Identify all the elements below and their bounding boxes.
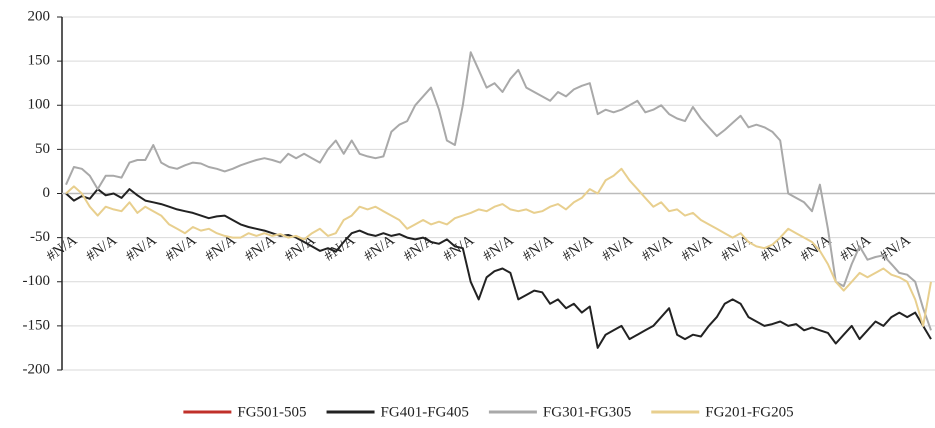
legend-item: FG501-505: [183, 404, 307, 420]
series-line: [65, 188, 932, 349]
y-tick-label: 0: [43, 185, 51, 201]
y-tick-label: -150: [23, 317, 51, 333]
y-tick-label: -200: [23, 361, 51, 377]
y-tick-label: 200: [28, 8, 51, 24]
legend-item: FG301-FG305: [488, 404, 631, 420]
legend-item: FG201-FG205: [651, 404, 794, 420]
y-tick-label: -100: [23, 273, 51, 289]
series-line: [65, 51, 932, 331]
y-tick-label: 100: [28, 97, 51, 113]
legend-label: FG401-FG405: [381, 404, 469, 420]
legend-item: FG401-FG405: [326, 404, 469, 420]
legend-label: FG201-FG205: [705, 404, 793, 420]
y-tick-label: -50: [30, 229, 50, 245]
legend-label: FG301-FG305: [543, 404, 631, 420]
y-tick-label: 50: [35, 141, 50, 157]
series-line: [65, 167, 932, 327]
legend-label: FG501-505: [237, 404, 306, 420]
y-tick-label: 150: [28, 53, 51, 69]
